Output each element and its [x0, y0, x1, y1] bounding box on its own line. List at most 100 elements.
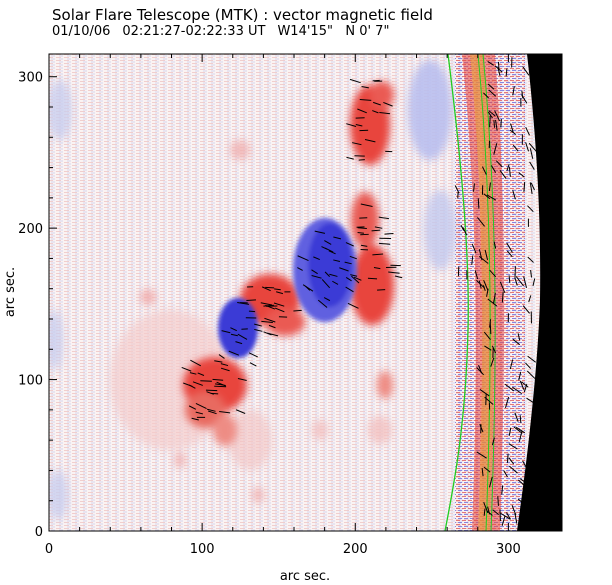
field-vector [367, 277, 378, 280]
limb-field-vector [497, 61, 500, 69]
limb-field-vector [525, 142, 530, 152]
field-vector [333, 259, 341, 263]
limb-field-vector [509, 359, 514, 370]
limb-field-vector [506, 242, 513, 253]
field-vector [471, 255, 474, 265]
limb-field-vector [525, 126, 530, 136]
limb-field-vector [508, 275, 511, 283]
field-vector [237, 377, 247, 382]
field-vector [248, 352, 258, 358]
limb-field-vector [529, 161, 535, 170]
limb-field-vector [483, 466, 491, 473]
field-vector [230, 327, 237, 332]
limb-field-vector [491, 165, 497, 173]
limb-field-vector [481, 468, 484, 477]
limb-field-vector [478, 255, 489, 264]
field-vector [273, 302, 285, 307]
field-vector [264, 317, 276, 323]
limb-field-vector [488, 476, 493, 488]
field-vector [372, 79, 380, 82]
limb-field-vector [527, 256, 534, 263]
field-vector [183, 382, 193, 387]
limb-field-vector [506, 163, 510, 172]
y-tick-label: 100 [18, 374, 43, 389]
field-vector [462, 227, 468, 236]
limb-field-vector [512, 144, 519, 152]
observation-date: 01/10/06 [52, 24, 111, 39]
limb-field-vector [483, 92, 489, 99]
limb-field-vector [532, 278, 536, 287]
limb-field-vector [495, 160, 503, 168]
field-vector [352, 142, 362, 146]
limb-field-vector [527, 449, 530, 461]
transverse-field-vectors [181, 57, 538, 526]
field-vector [349, 78, 361, 84]
limb-field-vector [488, 182, 491, 191]
limb-field-vector [489, 322, 492, 335]
limb-field-vector [492, 292, 496, 304]
field-map [49, 54, 562, 531]
limb-field-vector [517, 333, 521, 341]
field-vector [460, 225, 465, 231]
limb-field-vector [483, 280, 489, 291]
field-vector [477, 198, 480, 209]
limb-field-vector [483, 508, 486, 516]
field-vector [357, 108, 367, 114]
field-vector [274, 307, 285, 313]
field-vector [254, 323, 262, 327]
field-vector [321, 246, 328, 250]
limb-field-vector [529, 148, 534, 159]
limb-field-vector [529, 182, 533, 195]
limb-field-vector [476, 367, 485, 376]
field-vector [372, 253, 384, 256]
limb-field-vector [519, 415, 522, 423]
field-vector [324, 271, 331, 277]
field-vector [265, 286, 275, 289]
field-vector [372, 101, 381, 106]
limb-field-vector [478, 249, 483, 261]
field-vector [254, 328, 263, 332]
limb-field-vector [486, 194, 497, 201]
field-vector [249, 362, 257, 367]
limb-field-vector [512, 386, 523, 395]
field-vector [214, 385, 227, 388]
limb-field-vector [508, 167, 511, 177]
field-vector [195, 402, 207, 410]
x-tick-label: 100 [190, 542, 215, 557]
field-vector [181, 366, 192, 372]
field-vector [357, 227, 367, 230]
field-vector [473, 183, 475, 192]
y-tick-label: 0 [35, 525, 43, 540]
field-vector [267, 332, 279, 337]
x-axis-label: arc sec. [280, 569, 330, 584]
field-vector [378, 242, 391, 245]
field-vector [228, 350, 240, 356]
field-vector [454, 185, 460, 194]
field-vector [237, 302, 250, 305]
limb-field-vector [526, 370, 536, 379]
limb-field-vector [483, 193, 491, 200]
field-vector [371, 229, 381, 232]
limb-field-vector [527, 355, 536, 363]
field-vector [219, 411, 231, 414]
field-vector [321, 279, 331, 289]
limb-field-vector [489, 115, 491, 128]
limb-field-vector [519, 514, 523, 525]
field-vector [206, 391, 214, 395]
field-vector [230, 333, 238, 337]
field-vector [379, 112, 391, 115]
limb-field-vector [493, 241, 497, 249]
limb-field-vector [499, 281, 506, 293]
limb-field-vector [509, 129, 517, 135]
limb-field-vector [489, 269, 497, 278]
limb-field-vector [506, 512, 511, 520]
limb-inner-line-2 [482, 54, 496, 531]
limb-field-vector [501, 485, 504, 495]
limb-field-vector [522, 66, 530, 76]
limb-field-vector [521, 90, 524, 99]
limb-field-vector [487, 111, 493, 119]
field-vector [190, 359, 202, 367]
limb-field-vector [530, 182, 535, 191]
limb-field-vector [508, 457, 515, 465]
limb-field-vector [518, 430, 523, 443]
